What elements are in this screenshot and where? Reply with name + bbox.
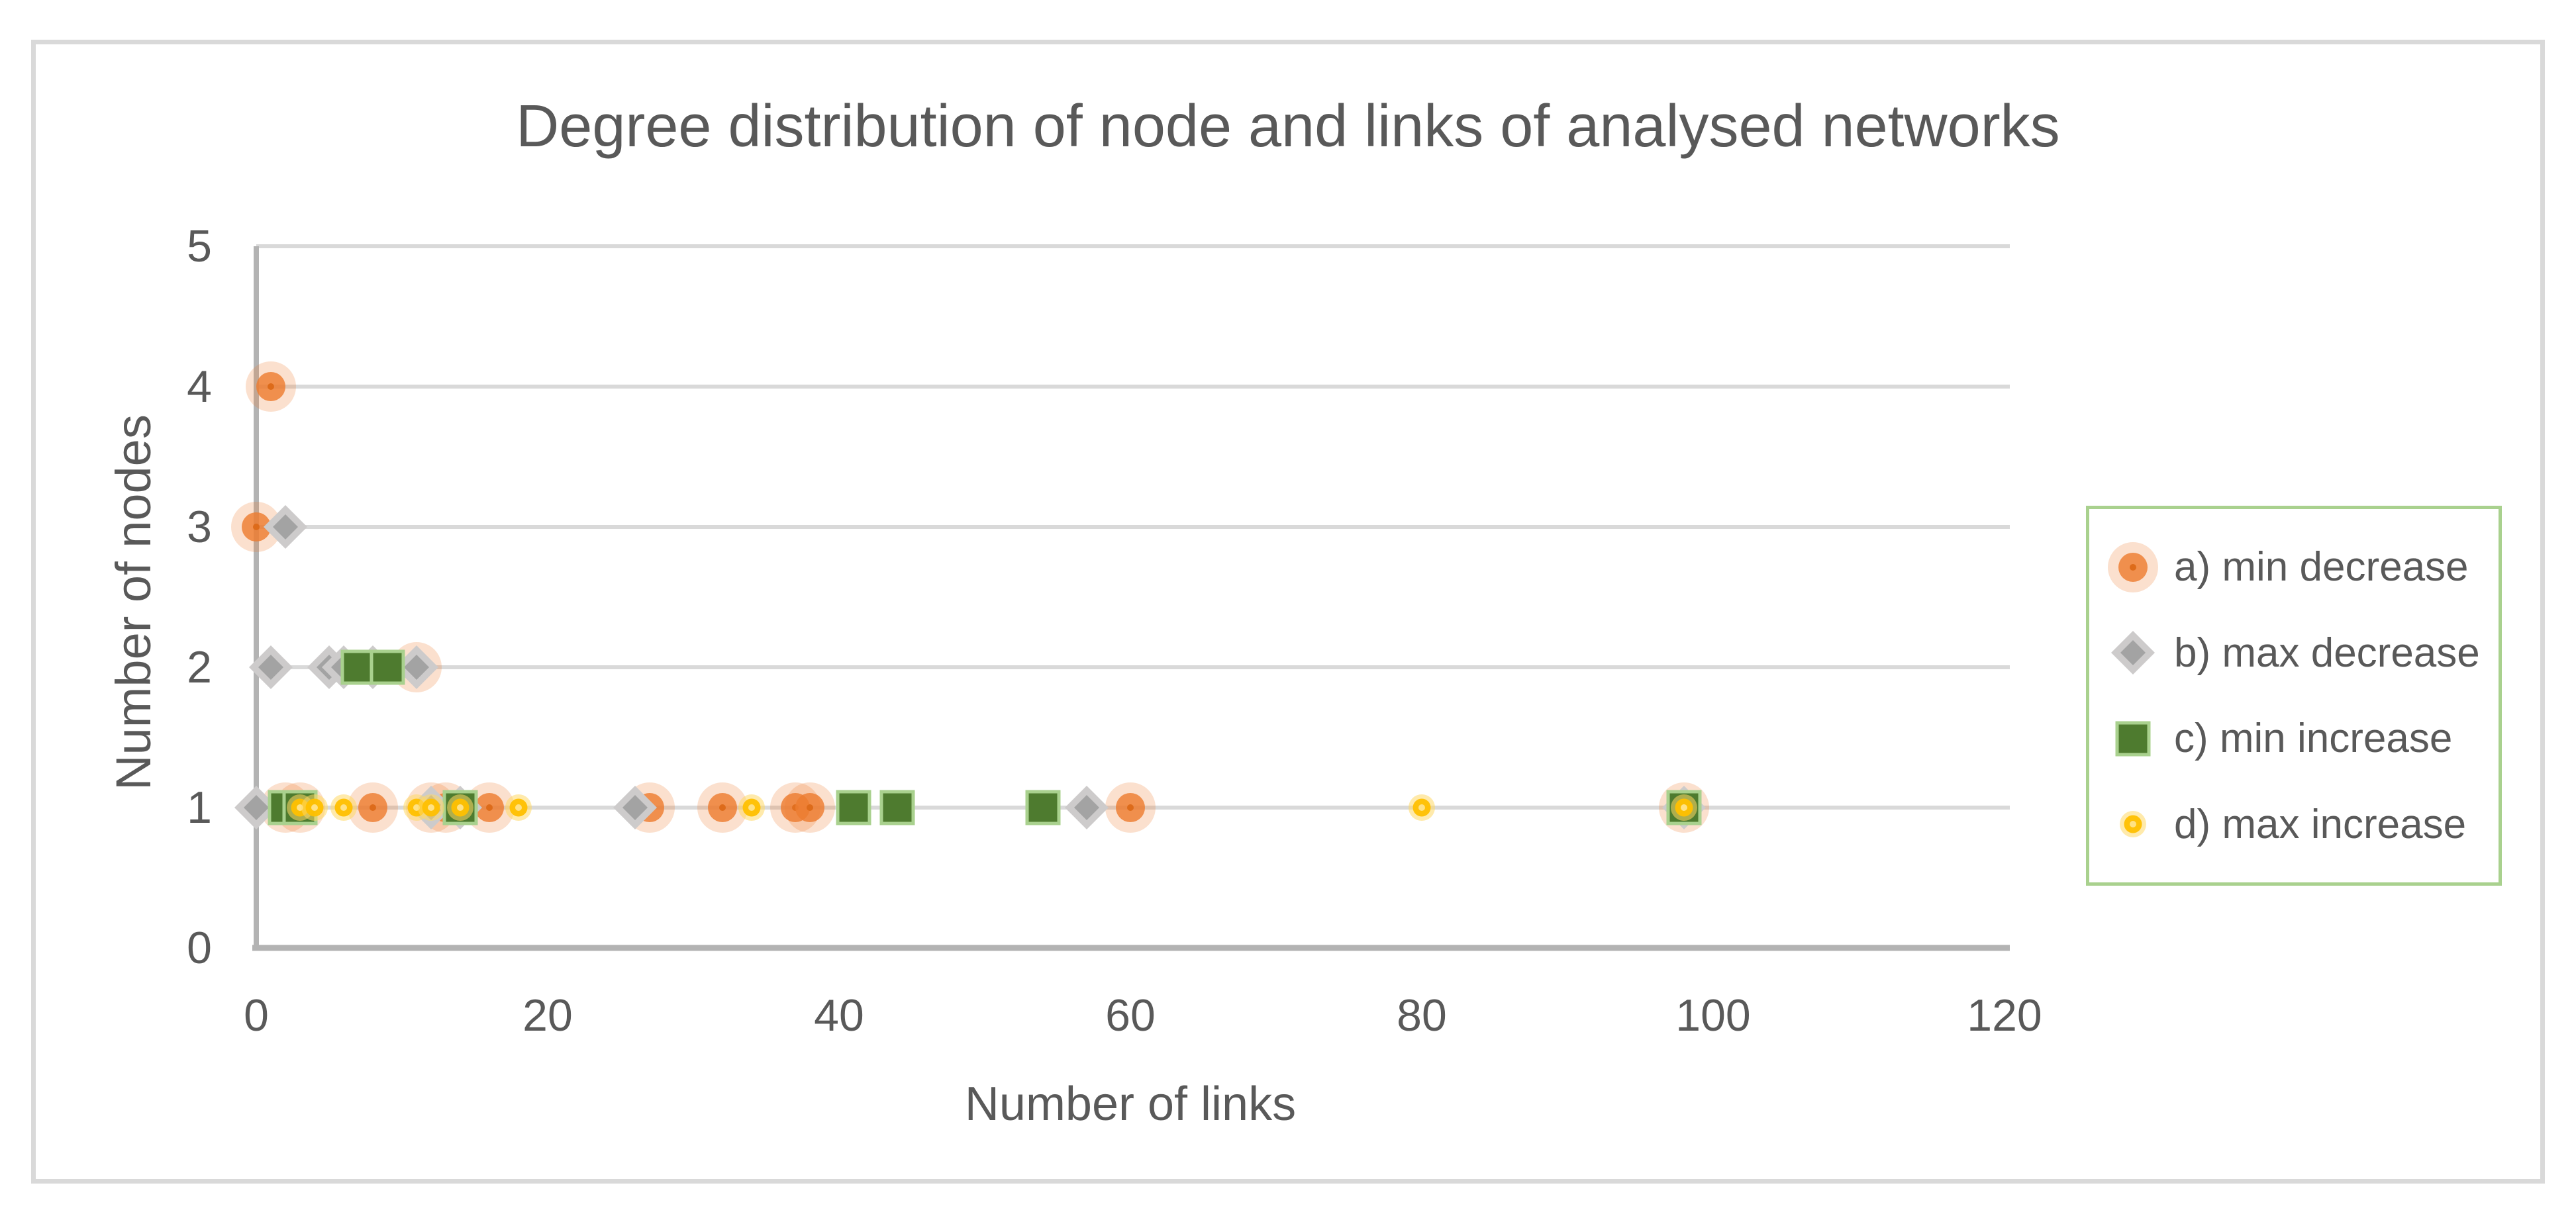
x-tick-label-60: 60 — [1105, 990, 1156, 1041]
legend-item-a: a) min decrease — [2101, 536, 2499, 599]
scatter-point-series-b — [234, 786, 278, 829]
scatter-point-series-b — [395, 645, 438, 689]
y-tick-label-0: 0 — [187, 923, 212, 973]
legend-label: d) max increase — [2174, 801, 2467, 847]
yellow-halo-circle-legend-icon — [2120, 811, 2146, 838]
legend-item-b: b) max decrease — [2101, 621, 2499, 684]
scatter-point-series-d — [301, 794, 328, 821]
scatter-point-series-d — [738, 794, 765, 821]
scatter-point-series-a — [348, 782, 398, 833]
gray-diamond-legend-icon — [2111, 631, 2155, 675]
legend: a) min decrease b) max decrease c) min inc… — [2086, 506, 2502, 886]
scatter-point-series-d — [330, 794, 357, 821]
scatter-point-series-d — [1409, 794, 1435, 821]
scatter-point-series-c — [1025, 790, 1061, 825]
scatter-point-series-c — [340, 649, 376, 685]
figure-border — [31, 40, 2545, 1184]
scatter-point-series-b — [249, 645, 293, 689]
y-tick-label-4: 4 — [187, 361, 212, 412]
x-tick-label-80: 80 — [1397, 990, 1447, 1041]
scatter-point-series-a — [231, 502, 281, 552]
y-tick-label-1: 1 — [187, 782, 212, 833]
legend-label: a) min decrease — [2174, 544, 2469, 590]
scatter-point-series-d — [505, 794, 532, 821]
x-axis-title: Number of links — [964, 1078, 1297, 1131]
scatter-point-series-a — [785, 782, 835, 833]
x-tick-label-20: 20 — [522, 990, 573, 1041]
scatter-point-series-b — [613, 786, 657, 829]
scatter-point-series-c — [370, 649, 405, 685]
x-tick-label-0: 0 — [244, 990, 269, 1041]
legend-item-d: d) max increase — [2101, 792, 2499, 856]
scatter-point-series-d — [418, 794, 444, 821]
x-tick-label-100: 100 — [1675, 990, 1751, 1041]
scatter-point-series-a — [1105, 782, 1156, 833]
x-tick-label-40: 40 — [814, 990, 864, 1041]
scatter-point-series-b — [1065, 786, 1109, 829]
chart-title: Degree distribution of node and links of… — [516, 93, 2060, 160]
y-tick-label-2: 2 — [187, 642, 212, 692]
legend-label: c) min increase — [2174, 716, 2453, 762]
scatter-point-series-b — [264, 505, 307, 549]
legend-item-c: c) min increase — [2101, 707, 2499, 771]
scatter-point-series-c — [879, 790, 915, 825]
y-tick-label-5: 5 — [187, 221, 212, 271]
scatter-point-series-d — [1671, 794, 1697, 821]
scatter-point-series-a — [246, 361, 296, 412]
orange-halo-circle-legend-icon — [2108, 541, 2158, 592]
x-tick-label-120: 120 — [1967, 990, 2042, 1041]
legend-label: b) max decrease — [2174, 630, 2480, 676]
green-square-legend-icon — [2115, 721, 2151, 757]
scatter-point-series-a — [697, 782, 748, 833]
y-tick-label-3: 3 — [187, 502, 212, 552]
scatter-point-series-d — [447, 794, 473, 821]
scatter-point-series-c — [836, 790, 871, 825]
